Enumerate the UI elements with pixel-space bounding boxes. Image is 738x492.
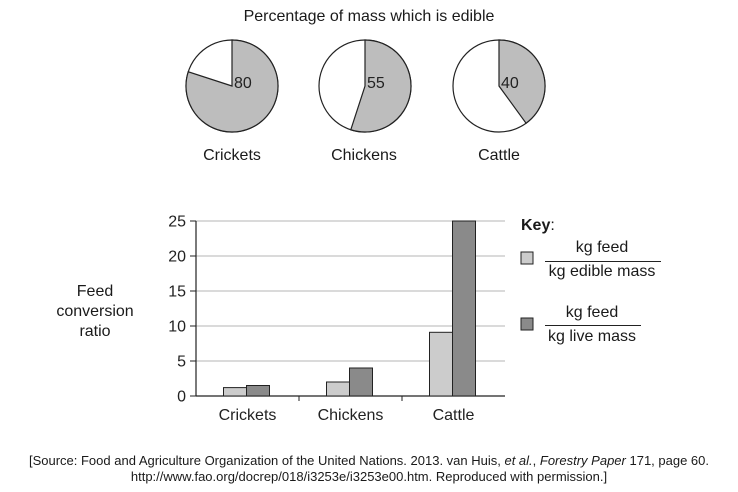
legend-item-1-denominator: kg edible mass — [548, 263, 656, 280]
pie-chickens-value-label: 55 — [367, 75, 385, 92]
bar-crickets-series-2 — [246, 385, 270, 397]
legend-item-1-numerator: kg feed — [575, 239, 629, 256]
source-citation-line-2: http://www.fao.org/docrep/018/i3253e/i32… — [130, 469, 608, 484]
legend-title-colon: : — [550, 217, 555, 234]
pie-crickets-edible-slice — [185, 39, 279, 133]
pie-label-crickets: Crickets — [203, 147, 261, 164]
legend-swatch-2 — [520, 317, 534, 331]
legend-item-2-fraction-bar — [545, 325, 641, 326]
y-tick-label-5: 5 — [177, 354, 186, 371]
bar-cattle-series-1 — [429, 331, 453, 397]
source-line-1-end: 171, page 60. — [625, 453, 710, 468]
legend-title: Key: — [521, 217, 555, 235]
bar-crickets-series-1 — [223, 387, 247, 397]
source-citation-line-1: [Source: Food and Agriculture Organizati… — [0, 453, 738, 468]
x-tick-label-chickens: Chickens — [318, 407, 384, 424]
pie-chart-title: Percentage of mass which is edible — [243, 8, 495, 25]
legend-title-text: Key — [521, 217, 551, 234]
legend-item-2-numerator: kg feed — [565, 304, 619, 321]
x-tick-label-cattle: Cattle — [433, 407, 475, 424]
source-line-1-start: [Source: Food and Agriculture Organizati… — [28, 453, 505, 468]
pie-cattle-edible-slice — [498, 39, 546, 125]
pie-label-cattle: Cattle — [478, 147, 520, 164]
y-tick-label-25: 25 — [168, 214, 186, 231]
y-tick-label-0: 0 — [177, 389, 186, 406]
y-axis-label: Feed conversion ratio — [40, 282, 150, 342]
y-axis-label-line-2: conversion — [56, 303, 134, 320]
y-tick-label-15: 15 — [168, 284, 186, 301]
legend-item-1-fraction-bar — [545, 261, 661, 262]
source-et-al: et al. — [504, 453, 533, 468]
pie-label-chickens: Chickens — [331, 147, 397, 164]
bar-chickens-series-2 — [349, 367, 373, 397]
y-tick-label-10: 10 — [168, 319, 186, 336]
legend-swatch-1 — [520, 251, 534, 265]
pie-crickets-value-label: 80 — [234, 75, 252, 92]
pie-chickens-edible-slice — [350, 39, 412, 133]
x-tick-label-crickets: Crickets — [219, 407, 277, 424]
bar-chart: 0 5 10 15 20 25 Crickets Chickens Cattle — [168, 214, 534, 424]
source-line-1-comma: , — [532, 453, 540, 468]
legend-item-2-denominator: kg live mass — [547, 328, 637, 345]
pie-cattle-value-label: 40 — [501, 75, 519, 92]
y-axis-label-line-3: ratio — [79, 323, 111, 340]
y-tick-label-20: 20 — [168, 249, 186, 266]
source-journal: Forestry Paper — [539, 453, 626, 468]
pie-charts: 80 55 40 — [185, 39, 546, 133]
bar-cattle-series-2 — [452, 220, 476, 397]
y-axis-label-line-1: Feed — [76, 283, 114, 300]
bar-chickens-series-1 — [326, 381, 350, 397]
